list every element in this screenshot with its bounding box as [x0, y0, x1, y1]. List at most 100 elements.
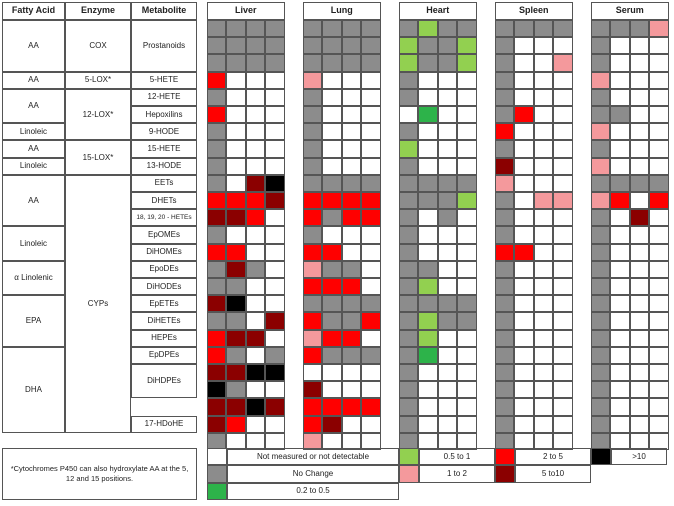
heatmap-cell — [418, 106, 438, 124]
heatmap-cell — [629, 209, 650, 227]
heatmap-cell — [610, 140, 630, 158]
heatmap-cell — [341, 364, 362, 382]
heatmap-cell — [361, 106, 381, 124]
metabolite_groups-cell — [131, 329, 197, 347]
heatmap-cell — [361, 398, 381, 416]
heatmap-cell — [399, 346, 419, 364]
metabolite_groups-cell — [131, 209, 197, 227]
heatmap-cell — [341, 312, 362, 330]
heatmap-cell — [553, 329, 573, 347]
heatmap-cell — [553, 140, 573, 158]
heatmap-cell — [514, 346, 534, 364]
heatmap-cell — [245, 398, 266, 416]
heatmap-cell — [495, 37, 515, 55]
heatmap-cell — [361, 174, 381, 192]
heatmap-cell — [226, 20, 246, 38]
fatty-acid-groups-label: AA — [28, 143, 39, 153]
metabolite-groups-label: EETs — [154, 178, 174, 188]
heatmap-cell — [495, 174, 515, 192]
heatmap-cell — [629, 381, 650, 399]
heatmap-cell — [591, 88, 611, 106]
heatmap-cell — [207, 381, 227, 399]
heatmap-cell — [610, 278, 630, 296]
heatmap-cell — [591, 278, 611, 296]
legend-label-cell — [227, 448, 399, 466]
heatmap-cell — [245, 140, 266, 158]
heatmap-cell — [322, 415, 342, 433]
heatmap-cell — [629, 329, 650, 347]
heatmap-cell — [207, 329, 227, 347]
heatmap-cell — [303, 346, 323, 364]
heatmap-cell — [495, 415, 515, 433]
heatmap-cell — [399, 106, 419, 124]
heatmap-cell — [533, 37, 554, 55]
fatty_acid_groups-cell — [2, 20, 65, 72]
legend-label-cell — [419, 465, 495, 483]
heatmap-cell — [322, 260, 342, 278]
heatmap-cell — [495, 381, 515, 399]
heatmap-cell — [226, 260, 246, 278]
enzyme-groups-label: COX — [89, 40, 107, 50]
heatmap-cell — [399, 381, 419, 399]
heatmap-cell — [207, 20, 227, 38]
heatmap-cell — [399, 209, 419, 227]
heatmap-cell — [207, 54, 227, 72]
heatmap-cell — [533, 106, 554, 124]
heatmap-cell — [303, 398, 323, 416]
heatmap-cell — [322, 432, 342, 450]
heatmap-cell — [457, 88, 477, 106]
heatmap-cell — [303, 312, 323, 330]
header-cell-lung — [303, 2, 381, 20]
heatmap-cell — [226, 88, 246, 106]
heatmap-cell — [245, 278, 266, 296]
metabolite-groups-label: Hepoxilins — [145, 109, 183, 119]
heatmap-cell — [303, 20, 323, 38]
heatmap-cell — [591, 174, 611, 192]
heatmap-cell — [418, 192, 438, 210]
heatmap-cell — [341, 432, 362, 450]
heatmap-cell — [265, 312, 285, 330]
heatmap-cell — [649, 278, 669, 296]
heatmap-cell — [591, 346, 611, 364]
heatmap-cell — [533, 174, 554, 192]
heatmap-cell — [361, 37, 381, 55]
legend-label-cell — [611, 448, 667, 466]
fatty_acid_groups-cell — [2, 157, 65, 175]
heatmap-cell — [610, 260, 630, 278]
heatmap-cell — [457, 71, 477, 89]
heatmap-cell — [245, 123, 266, 141]
heatmap-cell — [399, 54, 419, 72]
heatmap-cell — [649, 106, 669, 124]
heatmap-cell — [322, 226, 342, 244]
heatmap-cell — [245, 209, 266, 227]
legend-label-cell — [515, 448, 591, 466]
heatmap-cell — [265, 123, 285, 141]
heatmap-cell — [226, 432, 246, 450]
enzyme-groups-label: 12-LOX* — [82, 109, 114, 119]
heatmap-cell — [303, 295, 323, 313]
heatmap-cell — [361, 88, 381, 106]
metabolite-groups-label: DHETs — [151, 195, 177, 205]
heatmap-cell — [514, 54, 534, 72]
heatmap-cell — [361, 192, 381, 210]
heatmap-cell — [649, 415, 669, 433]
header-lung: Lung — [330, 5, 353, 15]
heatmap-cell — [341, 260, 362, 278]
heatmap-cell — [361, 226, 381, 244]
heatmap-cell — [649, 329, 669, 347]
heatmap-cell — [399, 192, 419, 210]
heatmap-cell — [341, 415, 362, 433]
heatmap-cell — [399, 157, 419, 175]
heatmap-cell — [226, 381, 246, 399]
heatmap-cell — [437, 157, 458, 175]
heatmap-cell — [533, 260, 554, 278]
heatmap-cell — [226, 54, 246, 72]
heatmap-cell — [226, 71, 246, 89]
heatmap-cell — [514, 364, 534, 382]
heatmap-cell — [514, 278, 534, 296]
heatmap-cell — [629, 71, 650, 89]
heatmap-cell — [265, 415, 285, 433]
heatmap-cell — [457, 329, 477, 347]
heatmap-cell — [418, 140, 438, 158]
heatmap-cell — [341, 278, 362, 296]
